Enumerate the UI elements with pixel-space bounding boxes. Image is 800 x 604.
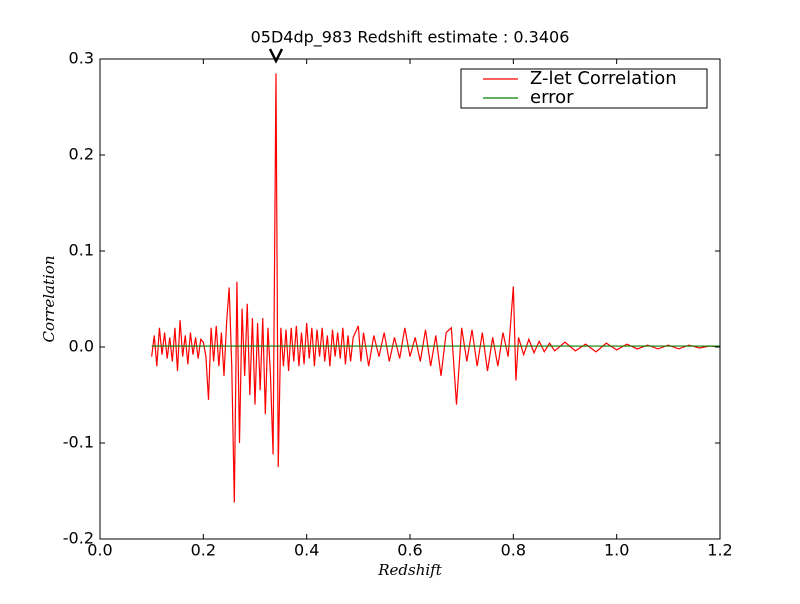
y-tick-label: 0.2	[69, 145, 94, 164]
y-tick-label: 0.3	[69, 49, 94, 68]
x-tick-label: 1.0	[604, 541, 629, 560]
chart-title: 05D4dp_983 Redshift estimate : 0.3406	[251, 28, 570, 48]
y-tick-label: 0.0	[69, 337, 94, 356]
y-tick-label: -0.1	[63, 433, 94, 452]
x-tick-label: 1.2	[707, 541, 732, 560]
legend-label: error	[530, 87, 574, 108]
x-tick-label: 0.4	[294, 541, 319, 560]
legend-label: Z-let Correlation	[530, 68, 677, 89]
x-tick-label: 0.8	[501, 541, 526, 560]
y-tick-label: 0.1	[69, 241, 94, 260]
x-tick-label: 0.2	[191, 541, 216, 560]
x-tick-label: 0.6	[397, 541, 422, 560]
x-axis-label: Redshift	[377, 561, 442, 579]
data-line	[151, 73, 721, 503]
y-axis-label: Correlation	[40, 256, 58, 343]
peak-marker	[268, 48, 284, 64]
legend-box	[460, 68, 708, 109]
plot-frame	[99, 58, 721, 540]
x-tick-label: 0.0	[87, 541, 112, 560]
y-tick-label: -0.2	[63, 529, 94, 548]
